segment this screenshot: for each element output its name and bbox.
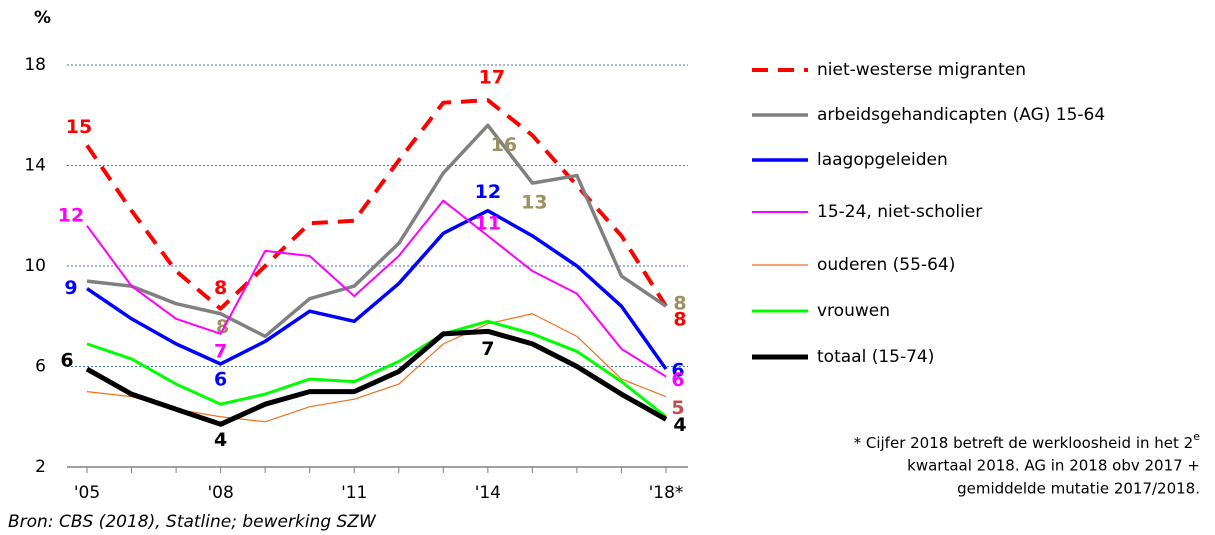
data-label: 9 xyxy=(64,277,77,299)
footnote-line: kwartaal 2018. AG in 2018 obv 2017 + xyxy=(907,457,1200,475)
x-tick-label: '08 xyxy=(207,483,233,503)
legend-label: 15-24, niet-scholier xyxy=(817,202,982,222)
data-label: 15 xyxy=(66,116,92,138)
y-tick-label: 18 xyxy=(24,55,46,75)
data-label: 16 xyxy=(491,134,517,156)
legend-label: vrouwen xyxy=(817,301,890,321)
data-label: 17 xyxy=(479,67,505,89)
y-tick-label: 6 xyxy=(35,357,46,377)
y-tick-label: 10 xyxy=(24,256,46,276)
legend-label: totaal (15-74) xyxy=(817,347,934,367)
series-line xyxy=(86,199,667,378)
data-label: 8 xyxy=(673,293,686,315)
series-line xyxy=(86,123,667,339)
legend-label: ouderen (55-64) xyxy=(817,255,955,275)
legend-label: laagopgeleiden xyxy=(817,150,948,170)
source: Bron: CBS (2018), Statline; bewerking SZ… xyxy=(8,512,377,532)
footnote: * Cijfer 2018 betreft de werkloosheid in… xyxy=(854,430,1201,452)
y-tick-label: 2 xyxy=(35,457,46,477)
series-line xyxy=(86,208,668,371)
x-tick-label: '14 xyxy=(475,483,501,503)
data-label: 5 xyxy=(671,397,684,419)
data-label: 4 xyxy=(214,429,227,451)
legend-label: arbeidsgehandicapten (AG) 15-64 xyxy=(817,105,1105,125)
data-label: 6 xyxy=(214,368,227,390)
data-label: 11 xyxy=(475,212,501,234)
footnote-line: * Cijfer 2018 betreft de werkloosheid in… xyxy=(854,434,1194,452)
data-label: 12 xyxy=(58,204,84,226)
data-label: 6 xyxy=(671,369,684,391)
footnote-sup: e xyxy=(1193,430,1200,443)
data-label: 8 xyxy=(673,309,686,331)
y-axis-label: % xyxy=(34,8,51,28)
series-line xyxy=(86,319,667,418)
data-label: 7 xyxy=(481,338,494,360)
data-label: 13 xyxy=(521,192,547,214)
footnote-line: gemiddelde mutatie 2017/2018. xyxy=(957,480,1200,498)
data-label: 6 xyxy=(671,360,684,382)
y-tick-label: 14 xyxy=(24,156,46,176)
x-tick-label: '18* xyxy=(649,483,684,503)
series-line xyxy=(85,328,668,427)
data-label: 6 xyxy=(60,350,73,372)
data-label: 12 xyxy=(475,181,501,203)
x-tick-label: '11 xyxy=(341,483,367,503)
legend-label: niet-westerse migranten xyxy=(817,60,1026,80)
data-label: 8 xyxy=(214,277,227,299)
x-tick-label: '05 xyxy=(74,483,100,503)
data-label: 7 xyxy=(214,340,227,362)
data-label: 4 xyxy=(673,414,686,436)
series-line xyxy=(85,98,668,311)
